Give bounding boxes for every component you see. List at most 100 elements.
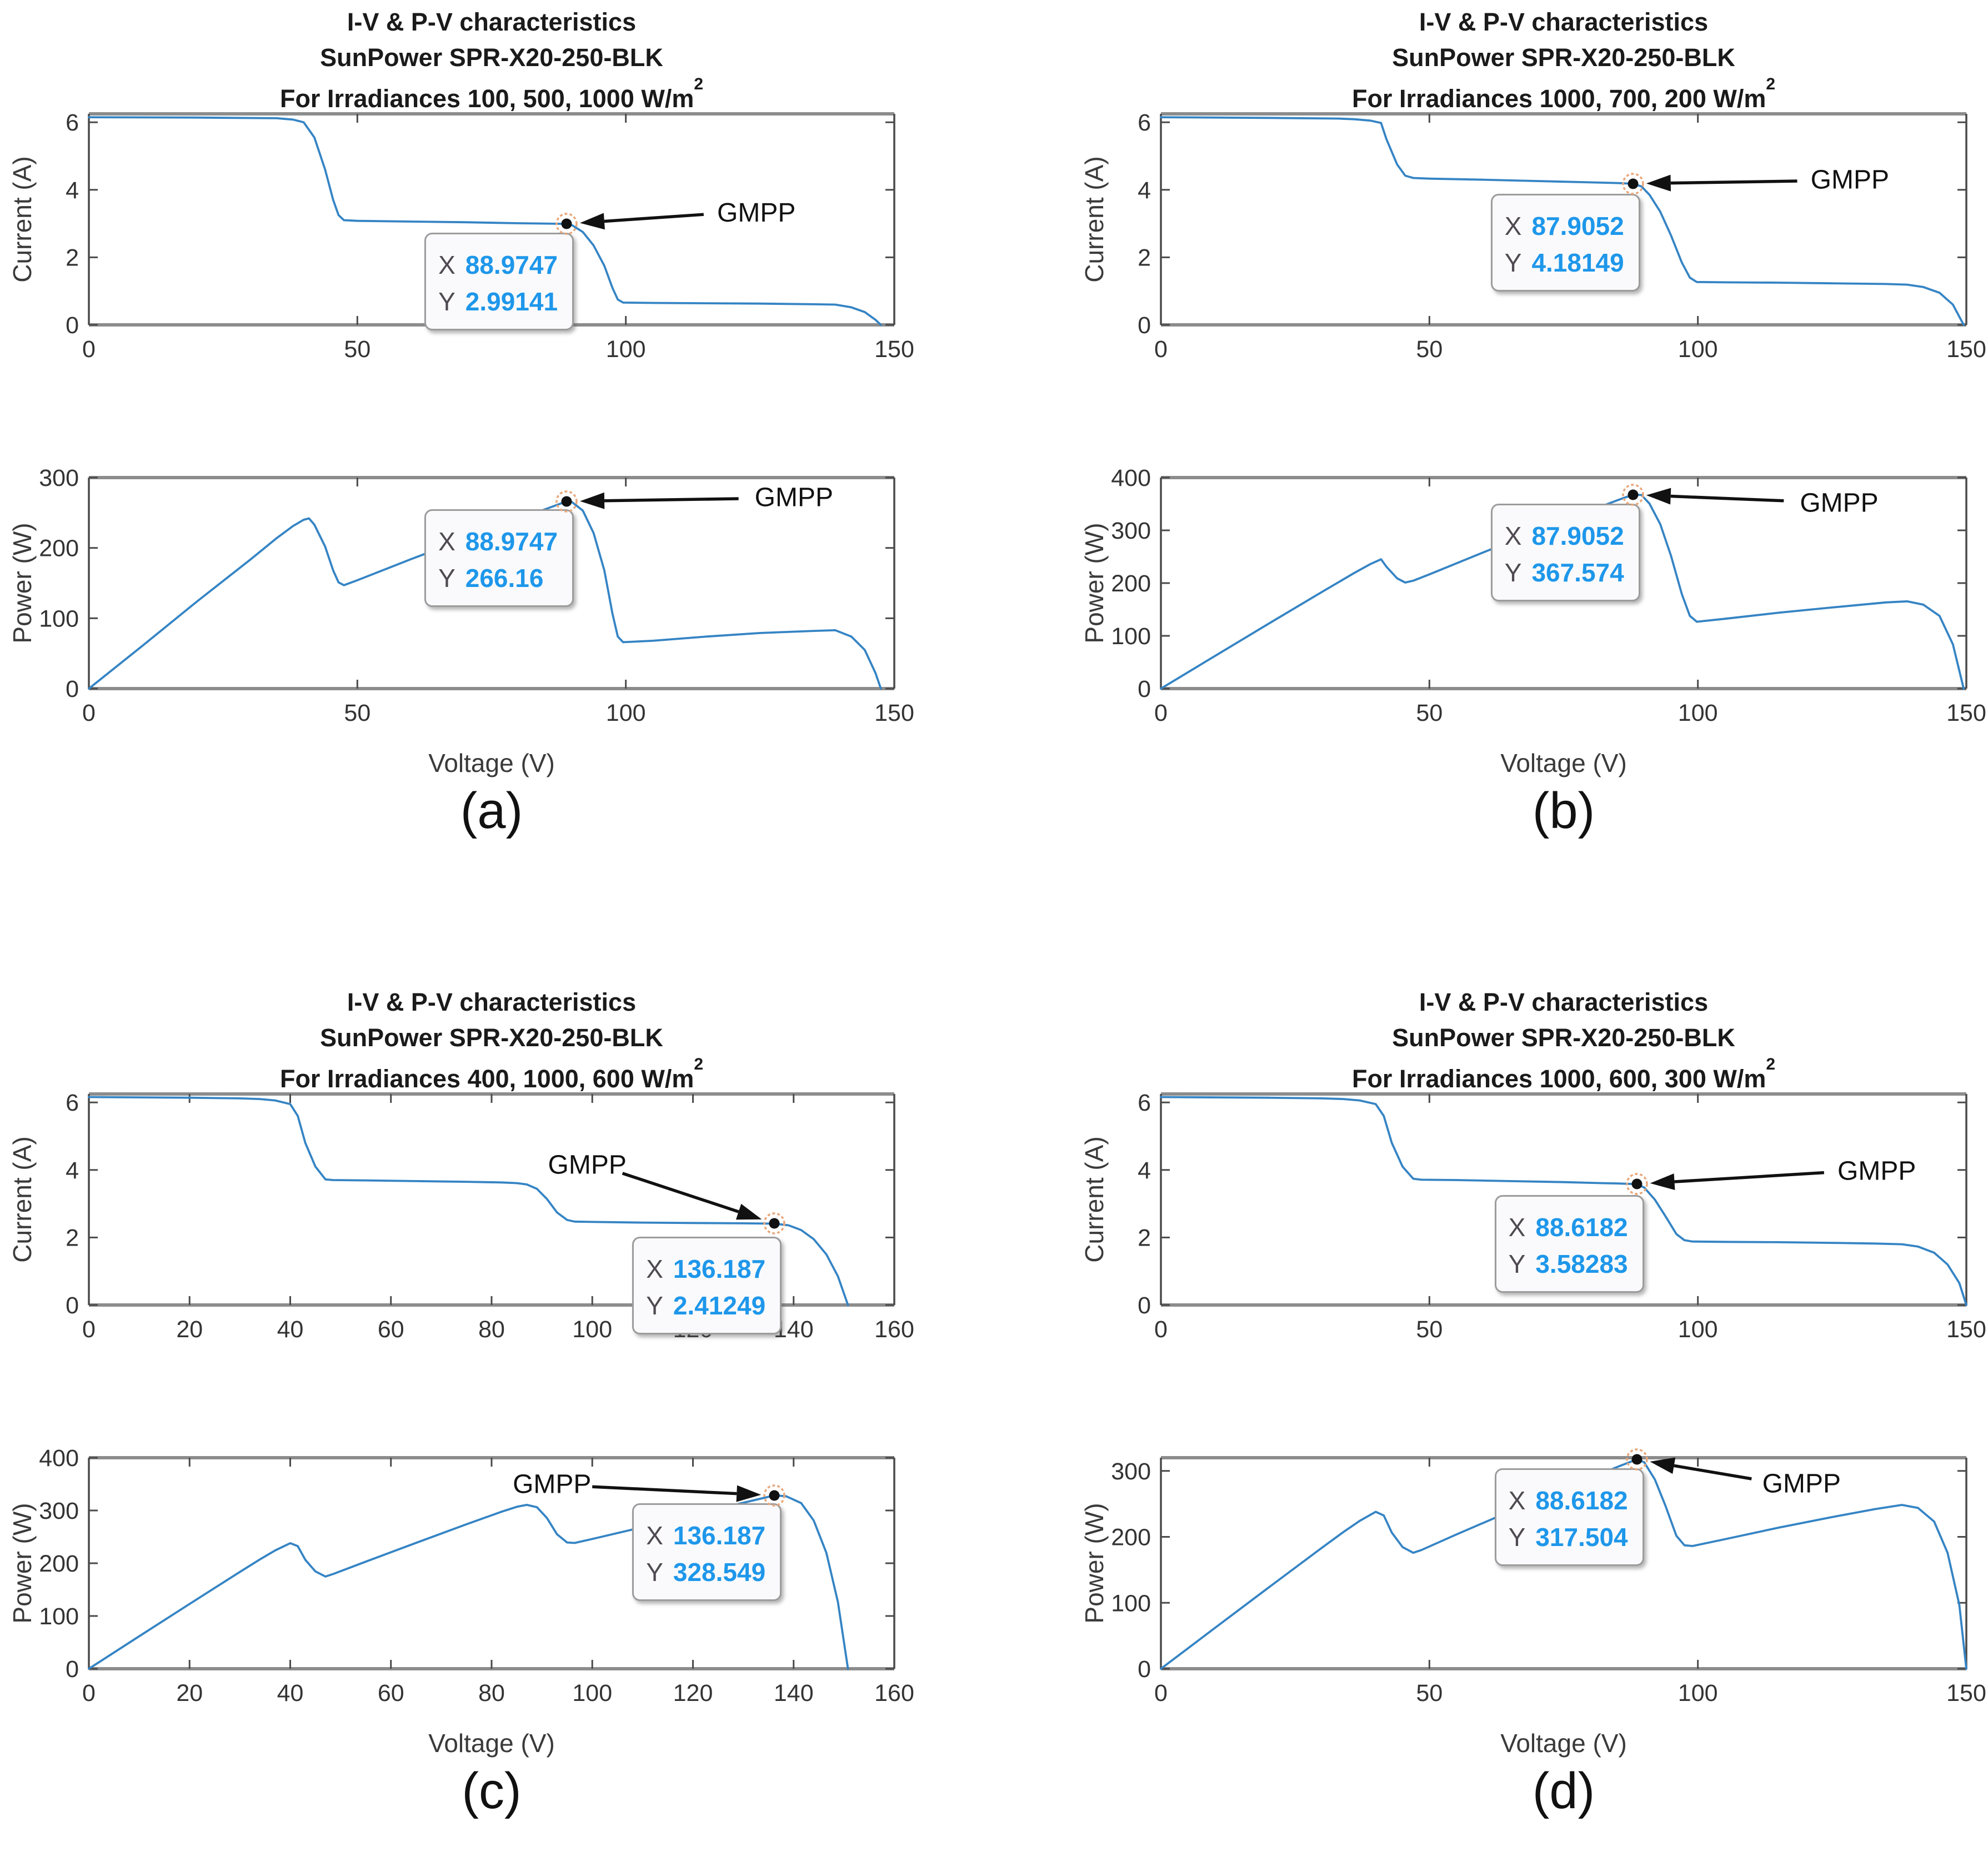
gmpp-arrow-line (1674, 1464, 1752, 1480)
datatip-value: 2.41249 (673, 1291, 766, 1321)
chart-title: I-V & P-V characteristics SunPower SPR-X… (1161, 4, 1966, 117)
iv-plot-svg: 0204060801001201401600246Current (A)GMPP (8, 1090, 914, 1343)
datatip-value: 4.18149 (1531, 248, 1624, 277)
chart-title: I-V & P-V characteristics SunPower SPR-X… (1161, 985, 1966, 1097)
superscript-2: 2 (694, 1055, 704, 1073)
datatip-row: Y 2.99141 (438, 283, 558, 320)
y-tick-label: 2 (1138, 1224, 1151, 1251)
x-tick-label: 160 (874, 1316, 914, 1343)
y-tick-label: 0 (66, 1656, 79, 1683)
iv-plot-svg: 0 50 100 150 0 2 4 6 Current (A) GMPP (8, 109, 914, 363)
title-line-3: For Irradiances 1000, 700, 200 W/m2 (1351, 75, 1776, 113)
iv-chart-b: 0 50 100 150 0 2 4 6 Current (A) GMPP X 87.9052 Y 4.1… (1078, 106, 1988, 472)
y-tick-label: 200 (1111, 570, 1151, 597)
y-tick-label: 100 (1111, 1590, 1151, 1617)
title-line-1: I-V & P-V characteristics (1419, 988, 1709, 1016)
datatip-value: 367.574 (1531, 558, 1624, 587)
x-tick-label: 0 (82, 700, 96, 726)
panel-a: I-V & P-V characteristics SunPower SPR-X… (6, 0, 949, 872)
pv-chart-c: 0 20 40 60 80 100 120 140 160 0 100 200 300 400 Power … (6, 1445, 949, 1852)
gmpp-marker-dot (561, 218, 572, 229)
datatip-axis-letter: Y (1508, 1522, 1526, 1552)
x-tick-label: 150 (1946, 700, 1986, 726)
x-tick-label: 20 (176, 1680, 203, 1707)
gmpp-arrow-head (1646, 488, 1671, 505)
y-tick-label: 300 (39, 1498, 79, 1524)
datatip-axis-letter: Y (438, 287, 455, 317)
x-tick-label: 0 (82, 1316, 96, 1343)
x-tick-label: 150 (1946, 1316, 1986, 1343)
y-axis-label: Power (W) (1080, 1503, 1109, 1623)
gmpp-arrow-line (604, 497, 739, 503)
gmpp-marker-dot (1628, 489, 1639, 500)
gmpp-arrow-line (592, 1485, 737, 1495)
y-axis-label: Current (A) (8, 156, 37, 282)
datatip-row: Y 4.18149 (1505, 244, 1624, 281)
datatip-row: X 88.6182 (1509, 1209, 1628, 1246)
chart-title: I-V & P-V characteristics SunPower SPR-X… (89, 985, 894, 1097)
gmpp-label: GMPP (717, 198, 795, 228)
panel-label-c: (c) (462, 1763, 522, 1819)
x-tick-label: 100 (1678, 1680, 1718, 1707)
x-tick-label: 50 (344, 336, 370, 363)
x-tick-label: 0 (1154, 336, 1168, 363)
y-tick-label: 0 (66, 676, 79, 702)
gmpp-arrow-head (580, 213, 605, 230)
x-tick-label: 40 (277, 1316, 304, 1343)
title-line-3: For Irradiances 400, 1000, 600 W/m2 (279, 1055, 704, 1093)
superscript-2: 2 (1766, 1055, 1776, 1073)
gmpp-marker (763, 1212, 785, 1235)
datatip-row: X 136.187 (646, 1251, 765, 1287)
datatip-row: Y 266.16 (438, 560, 558, 596)
gmpp-arrow-line (622, 1172, 739, 1213)
datatip-value: 317.504 (1535, 1522, 1628, 1552)
datatip-axis-letter: Y (1508, 1249, 1526, 1279)
x-tick-label: 80 (478, 1316, 505, 1343)
datatip-value: 88.6182 (1535, 1485, 1628, 1515)
pv-plot-svg: 0 50 100 150 0 100 200 300 400 Power (W) Voltage (… (1080, 465, 1986, 777)
title-line-1: I-V & P-V characteristics (1419, 8, 1709, 36)
datatip-row: X 87.9052 (1505, 518, 1624, 554)
gmpp-marker-ring (763, 1212, 785, 1235)
datatip-axis-letter: X (438, 250, 455, 280)
y-tick-label: 4 (1138, 1157, 1151, 1184)
iv-chart-a: 0 50 100 150 0 2 4 6 Current (A) GMPP X 88.9747 Y 2.9… (6, 106, 949, 472)
panel-b: I-V & P-V characteristics SunPower SPR-X… (1078, 0, 1988, 872)
y-tick-label: 400 (39, 1445, 79, 1472)
y-tick-label: 300 (1111, 518, 1151, 544)
datatip-row: Y 317.504 (1509, 1519, 1628, 1555)
x-tick-label: 120 (673, 1680, 713, 1707)
y-tick-label: 0 (66, 312, 79, 339)
x-axis-label: Voltage (V) (1500, 1729, 1627, 1758)
x-tick-label: 100 (1678, 336, 1718, 363)
datatip-value: 87.9052 (1531, 521, 1624, 550)
gmpp-marker-ring (1622, 484, 1644, 506)
datatip-row: Y 367.574 (1505, 554, 1624, 591)
gmpp-marker-ring (1622, 173, 1644, 195)
x-tick-label: 160 (874, 1680, 914, 1707)
x-tick-label: 100 (1678, 1316, 1718, 1343)
y-axis-label: Power (W) (8, 1503, 37, 1623)
gmpp-arrow-head (736, 1485, 762, 1502)
x-tick-label: 0 (82, 1680, 96, 1707)
iv-chart-c: 0204060801001201401600246Current (A)GMPP… (6, 1086, 949, 1452)
datatip-row: X 88.9747 (438, 523, 558, 560)
gmpp-marker-dot (561, 496, 572, 507)
datatip-value: 87.9052 (1531, 211, 1624, 240)
gmpp-datatip: X 88.6182 Y 3.58283 (1494, 1195, 1644, 1293)
gmpp-datatip: X 136.187 Y 328.549 (632, 1503, 782, 1601)
title-line-1: I-V & P-V characteristics (347, 8, 637, 36)
gmpp-marker-dot (1631, 1178, 1643, 1190)
datatip-value: 328.549 (673, 1557, 766, 1587)
y-tick-label: 0 (66, 1292, 79, 1319)
title-line-2: SunPower SPR-X20-250-BLK (1392, 43, 1735, 72)
y-tick-label: 2 (1138, 244, 1151, 271)
gmpp-marker-dot (769, 1218, 780, 1229)
x-tick-label: 150 (874, 336, 914, 363)
x-tick-label: 50 (1416, 1680, 1443, 1707)
datatip-axis-letter: X (1508, 1485, 1526, 1515)
gmpp-label: GMPP (1837, 1157, 1916, 1186)
x-tick-label: 100 (606, 336, 646, 363)
gmpp-marker-dot (769, 1490, 780, 1501)
